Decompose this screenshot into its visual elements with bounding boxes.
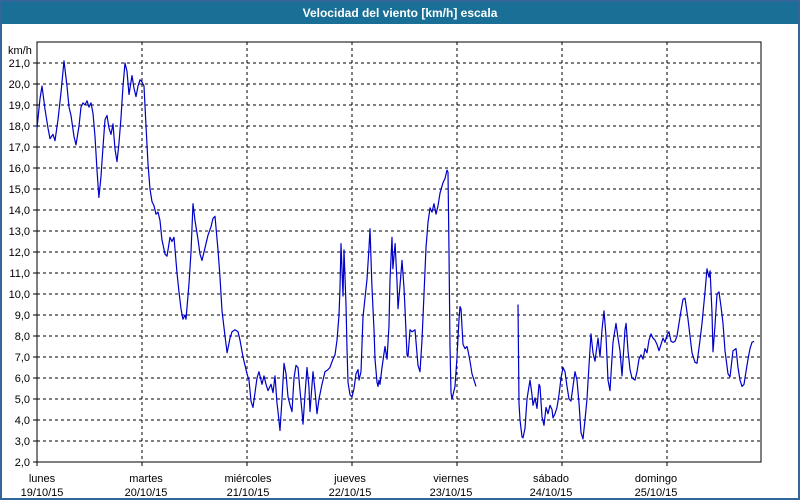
svg-text:7,0: 7,0 [15, 352, 30, 364]
x-tick-labels: lunes 19/10/15 martes 20/10/15 miércoles 21/1… [21, 473, 678, 498]
svg-text:9,0: 9,0 [15, 310, 30, 322]
x-axis-ticks [36, 462, 668, 466]
svg-text:5,0: 5,0 [15, 394, 30, 406]
svg-text:16,0: 16,0 [9, 163, 30, 175]
x-day-label: viernes [433, 473, 469, 485]
svg-text:12,0: 12,0 [9, 247, 30, 259]
svg-text:20,0: 20,0 [9, 79, 30, 91]
v-gridlines [141, 42, 668, 462]
y-axis-unit-label: km/h [8, 45, 32, 57]
x-day-label: lunes [29, 473, 56, 485]
x-date-label: 22/10/15 [329, 487, 372, 498]
svg-text:19,0: 19,0 [9, 100, 30, 112]
svg-text:10,0: 10,0 [9, 289, 30, 301]
svg-text:21,0: 21,0 [9, 58, 30, 70]
svg-text:11,0: 11,0 [9, 268, 30, 280]
svg-text:14,0: 14,0 [9, 205, 30, 217]
svg-text:13,0: 13,0 [9, 226, 30, 238]
y-tick-labels: 2,0 3,0 4,0 5,0 6,0 7,0 8,0 9,0 10,0 11,0 12,0 13,0… [9, 58, 30, 469]
x-day-label: domingo [635, 473, 677, 485]
chart-title-bar: Velocidad del viento [km/h] escala [2, 2, 798, 24]
svg-text:17,0: 17,0 [9, 142, 30, 154]
svg-text:6,0: 6,0 [15, 373, 30, 385]
svg-text:3,0: 3,0 [15, 436, 30, 448]
svg-text:2,0: 2,0 [15, 457, 30, 469]
x-date-label: 24/10/15 [530, 487, 573, 498]
svg-text:15,0: 15,0 [9, 184, 30, 196]
svg-text:18,0: 18,0 [9, 121, 30, 133]
wind-speed-chart: 2,0 3,0 4,0 5,0 6,0 7,0 8,0 9,0 10,0 11,0 12,0 13,0… [8, 41, 762, 498]
x-date-label: 19/10/15 [21, 487, 64, 498]
chart-title: Velocidad del viento [km/h] escala [302, 6, 498, 20]
x-day-label: sábado [533, 473, 569, 485]
x-date-label: 23/10/15 [430, 487, 473, 498]
x-date-label: 20/10/15 [125, 487, 168, 498]
wind-speed-line [36, 60, 755, 440]
svg-text:4,0: 4,0 [15, 415, 30, 427]
svg-text:8,0: 8,0 [15, 331, 30, 343]
y-axis-ticks [33, 62, 37, 463]
x-day-label: jueves [333, 473, 366, 485]
chart-area: 2,0 3,0 4,0 5,0 6,0 7,0 8,0 9,0 10,0 11,0 12,0 13,0… [2, 24, 798, 498]
x-day-label: martes [129, 473, 163, 485]
x-date-label: 21/10/15 [227, 487, 270, 498]
x-date-label: 25/10/15 [635, 487, 678, 498]
x-day-label: miércoles [224, 473, 272, 485]
